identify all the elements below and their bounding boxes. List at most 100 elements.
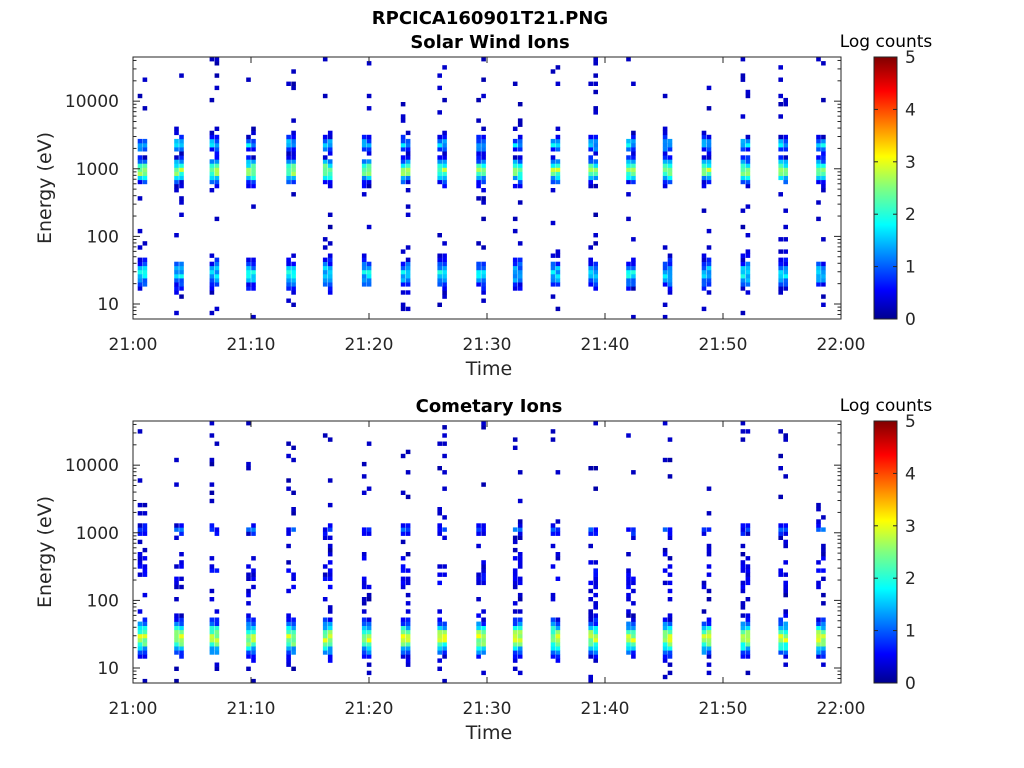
heatmap-cell: [179, 167, 184, 172]
heatmap-cell: [174, 584, 179, 590]
colorbar-tick-label: 5: [905, 412, 916, 432]
heatmap-cell: [400, 629, 406, 635]
heatmap-cell: [322, 527, 328, 532]
heatmap-cell: [174, 233, 179, 238]
heatmap-cell: [476, 580, 481, 586]
heatmap-cell: [821, 662, 826, 667]
heatmap-cell: [179, 147, 184, 152]
heatmap-cell: [437, 572, 442, 577]
heatmap-cell: [437, 85, 442, 91]
heatmap-cell: [137, 638, 143, 643]
heatmap-cell: [366, 175, 372, 181]
heatmap-cell: [179, 294, 184, 299]
heatmap-cell: [179, 155, 184, 160]
heatmap-cell: [667, 646, 673, 651]
heatmap-cell: [550, 159, 556, 164]
heatmap-cell: [174, 183, 179, 189]
heatmap-cell: [550, 621, 556, 626]
heatmap-cell: [246, 572, 251, 577]
heatmap-cell: [517, 200, 523, 205]
heatmap-cell: [740, 269, 746, 275]
heatmap-cell: [778, 237, 783, 242]
heatmap-cell: [246, 592, 251, 598]
heatmap-cell: [740, 638, 746, 643]
heatmap-cell: [745, 654, 751, 659]
heatmap-cell: [512, 183, 518, 189]
heatmap-cell: [476, 159, 481, 164]
x-tick-label: 21:40: [581, 699, 630, 719]
heatmap-cell: [778, 138, 783, 144]
heatmap-cell: [137, 539, 143, 545]
heatmap-cell: [442, 167, 447, 172]
heatmap-cell: [701, 621, 707, 626]
heatmap-cell: [327, 527, 333, 532]
heatmap-cell: [706, 245, 712, 250]
heatmap-cell: [517, 134, 523, 140]
heatmap-cell: [179, 531, 184, 536]
heatmap-cell: [783, 274, 788, 279]
heatmap-cell: [286, 441, 291, 446]
heatmap-cell: [246, 265, 251, 271]
heatmap-cell: [481, 638, 486, 643]
x-tick-label: 21:40: [581, 335, 630, 355]
heatmap-cell: [322, 650, 328, 655]
heatmap-cell: [291, 290, 296, 295]
heatmap-cell: [667, 155, 673, 160]
heatmap-cell: [366, 274, 372, 279]
heatmap-cell: [821, 294, 826, 299]
heatmap-cell: [327, 633, 333, 639]
heatmap-cell: [662, 421, 668, 426]
heatmap-cell: [667, 175, 673, 181]
heatmap-cell: [821, 265, 826, 271]
heatmap-cell: [327, 163, 333, 168]
heatmap-cell: [706, 269, 712, 275]
heatmap-cell: [740, 274, 746, 279]
heatmap-cell: [550, 592, 556, 598]
heatmap-cell: [626, 138, 631, 144]
heatmap-cell: [251, 531, 256, 536]
heatmap-cell: [142, 265, 148, 271]
heatmap-cell: [631, 535, 636, 540]
heatmap-cell: [512, 556, 518, 561]
heatmap-cell: [778, 192, 783, 197]
heatmap-cell: [740, 527, 746, 532]
heatmap-cell: [740, 421, 746, 426]
heatmap-cell: [291, 134, 296, 140]
heatmap-cell: [405, 592, 411, 598]
heatmap-cell: [437, 580, 442, 586]
heatmap-cell: [740, 642, 746, 647]
heatmap-cell: [662, 134, 668, 140]
heatmap-cell: [400, 138, 406, 144]
heatmap-cell: [740, 560, 746, 565]
heatmap-cell: [246, 638, 251, 643]
heatmap-cell: [209, 188, 215, 193]
heatmap-cell: [821, 543, 826, 549]
heatmap-cell: [745, 670, 751, 676]
heatmap-cell: [816, 560, 821, 565]
heatmap-cell: [783, 249, 788, 254]
y-tick-label: 1000: [76, 524, 119, 544]
heatmap-cell: [291, 621, 296, 626]
heatmap-cell: [517, 286, 523, 291]
heatmap-cell: [327, 212, 333, 217]
axis-ticks: 21:00 21:10 21:20 21:30 21:40 21:50 22:0010100…: [65, 421, 866, 719]
heatmap-cell: [142, 547, 148, 553]
heatmap-cell: [667, 437, 673, 442]
heatmap-cell: [778, 274, 783, 279]
heatmap-cell: [137, 228, 143, 234]
heatmap-cell: [667, 138, 673, 144]
heatmap-cell: [476, 143, 481, 148]
heatmap-cell: [476, 151, 481, 156]
heatmap-cell: [778, 286, 783, 291]
heatmap-cell: [667, 597, 673, 602]
heatmap-cell: [667, 265, 673, 271]
heatmap-cell: [783, 654, 788, 659]
heatmap-cell: [481, 298, 486, 303]
heatmap-cell: [706, 543, 712, 549]
heatmap-cell: [588, 638, 593, 643]
heatmap-cell: [740, 613, 746, 618]
heatmap-cell: [626, 576, 631, 581]
heatmap-cell: [361, 253, 367, 258]
heatmap-cell: [512, 633, 518, 639]
heatmap-cell: [740, 543, 746, 549]
